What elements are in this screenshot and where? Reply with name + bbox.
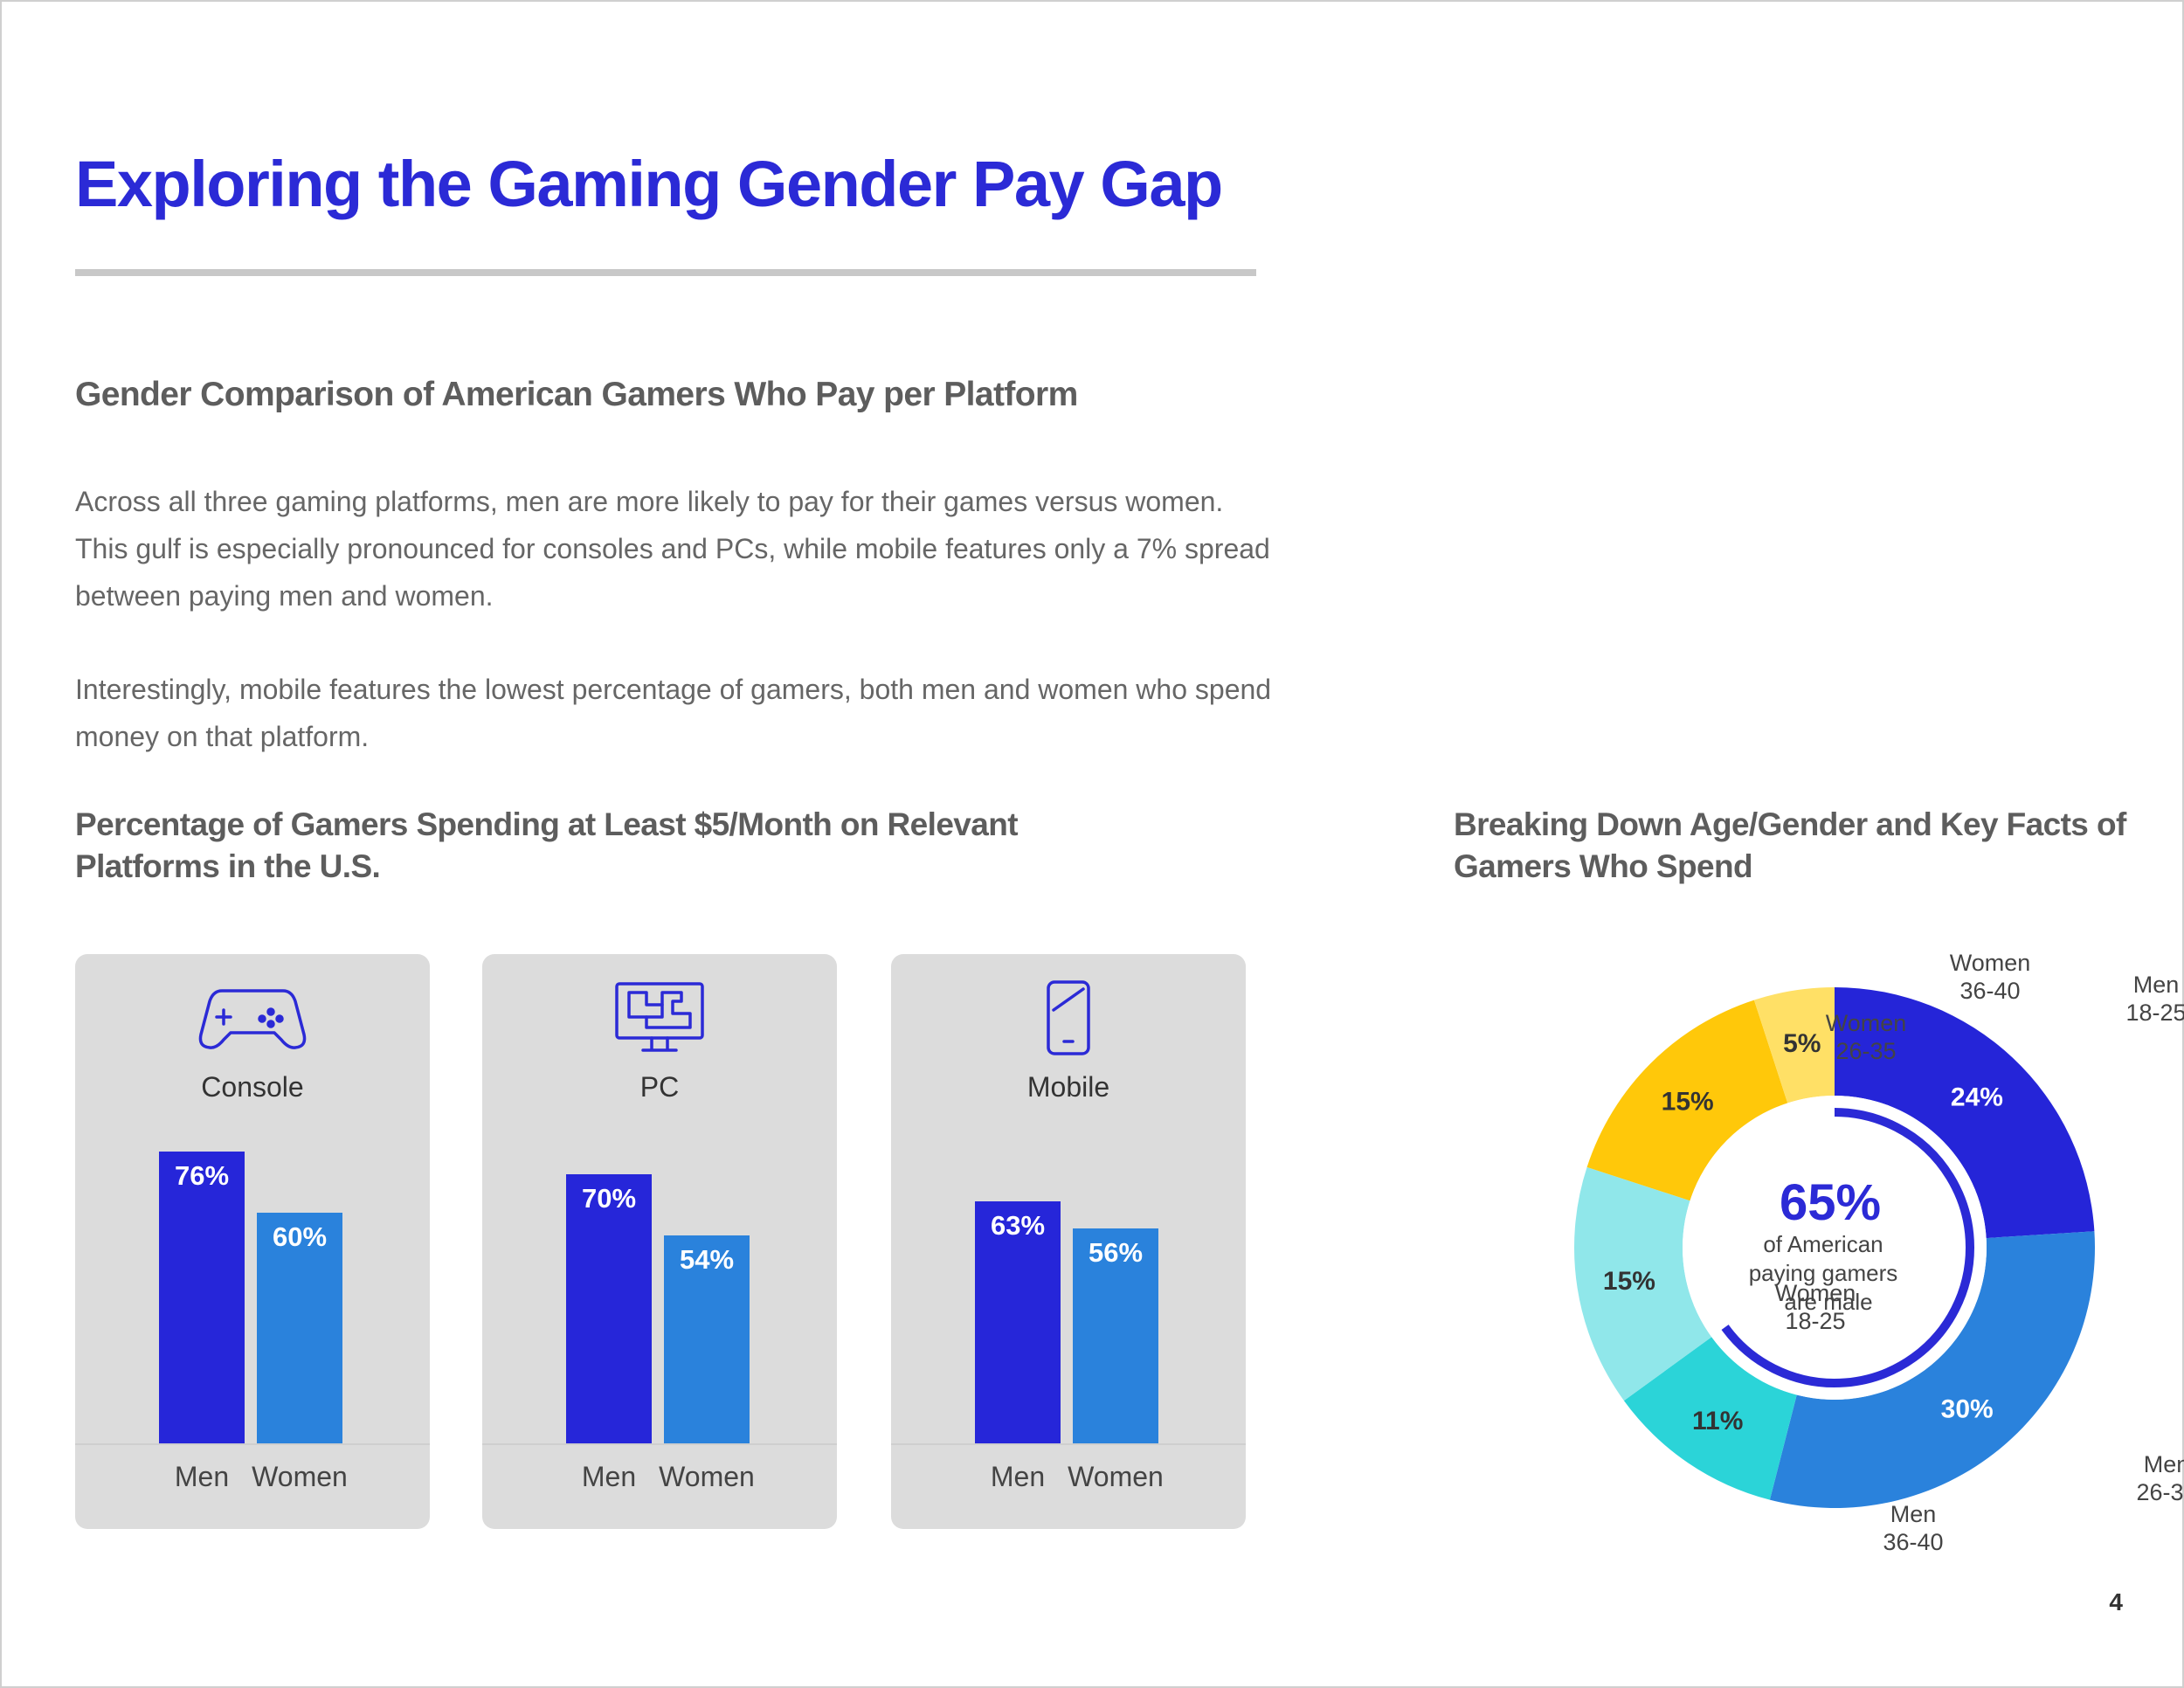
gamepad-icon <box>75 979 430 1066</box>
donut-chart-title: Breaking Down Age/Gender and Key Facts o… <box>1454 806 2126 884</box>
donut-slice-name: 26-35 <box>2136 1479 2184 1505</box>
category-label-men: Men <box>174 1461 230 1492</box>
category-label-women: Women <box>1068 1461 1164 1492</box>
bar-women <box>664 1235 750 1443</box>
baseline <box>482 1443 837 1445</box>
platform-panel-pc: PC 70% 54% Men Women <box>482 954 837 1529</box>
bar-value-women: 56% <box>1088 1236 1144 1268</box>
bar-value-men: 76% <box>174 1159 230 1191</box>
donut-slice-women-18-25 <box>1574 1166 1712 1401</box>
donut-slice-name: 18-25 <box>1785 1308 1845 1334</box>
donut-slice-name: Men <box>2144 1451 2184 1477</box>
donut-chart-svg: 24%30%11%15%15%5% Men18-25Men26-35Men36-… <box>1574 950 2184 1555</box>
donut-slice-name: Men <box>2133 972 2180 998</box>
center-line-2: paying gamers <box>1749 1260 1898 1286</box>
smartphone-icon <box>891 979 1246 1066</box>
platform-label: PC <box>639 1071 680 1103</box>
male-share-arc <box>1721 1108 1974 1387</box>
donut-chart: 24%30%11%15%15%5% Men18-25Men26-35Men36-… <box>1398 900 2184 1581</box>
center-value: 65% <box>1780 1174 1881 1231</box>
section-heading: Gender Comparison of American Gamers Who… <box>75 376 1078 413</box>
donut-slice-men-26-35 <box>1769 1231 2095 1508</box>
donut-value-label: 15% <box>1662 1088 1714 1117</box>
bar-area: 70% 54% <box>482 1129 837 1443</box>
page-number: 4 <box>2109 1588 2123 1615</box>
category-label-women: Women <box>659 1461 755 1492</box>
mobile-paragraph: Interestingly, mobile features the lowes… <box>75 674 1272 752</box>
bar-women <box>1073 1228 1158 1443</box>
baseline <box>75 1443 430 1445</box>
monitor-icon <box>482 979 837 1066</box>
bar-chart-title: Percentage of Gamers Spending at Least $… <box>75 806 1019 884</box>
platform-label: Console <box>201 1071 304 1103</box>
bar-value-men: 70% <box>581 1183 637 1214</box>
donut-slice-women-36-40 <box>1753 987 1835 1103</box>
bar-men <box>975 1200 1061 1443</box>
donut-slice-name: 26-35 <box>1835 1038 1896 1064</box>
bar-men <box>566 1174 652 1443</box>
donut-slice-name: 36-40 <box>1883 1529 1943 1555</box>
bar-area: 63% 56% <box>891 1129 1246 1443</box>
page-title: Exploring the Gaming Gender Pay Gap <box>75 148 1223 220</box>
category-label-men: Men <box>581 1461 637 1492</box>
donut-slice-men-36-40 <box>1623 1337 1797 1500</box>
donut-value-label: 5% <box>1783 1029 1821 1058</box>
donut-value-label: 15% <box>1603 1267 1655 1296</box>
donut-value-label: 11% <box>1692 1407 1743 1435</box>
donut-slice-name: Women <box>1826 1010 1907 1036</box>
bar-value-women: 60% <box>272 1221 328 1252</box>
bar-value-men: 63% <box>990 1209 1046 1241</box>
bar-area: 76% 60% <box>75 1129 430 1443</box>
donut-value-label: 30% <box>1941 1394 1994 1423</box>
donut-slice-name: 18-25 <box>2125 1000 2184 1026</box>
intro-paragraph: Across all three gaming platforms, men a… <box>75 486 1270 612</box>
donut-hole <box>1683 1096 1987 1400</box>
donut-slice-women-26-35 <box>1586 1000 1788 1201</box>
donut-slice-name: 36-40 <box>1959 978 2020 1004</box>
platform-panel-console: Console 76% 60% Men Women <box>75 954 430 1529</box>
category-label-men: Men <box>990 1461 1046 1492</box>
category-label-women: Women <box>252 1461 348 1492</box>
donut-slice-name: Women <box>1950 950 2031 976</box>
bar-women <box>257 1213 342 1443</box>
platform-label: Mobile <box>1026 1071 1110 1103</box>
center-line-3: are male <box>1784 1289 1872 1315</box>
donut-slice-name: Men <box>1890 1501 1937 1527</box>
baseline <box>891 1443 1246 1445</box>
bar-value-women: 54% <box>679 1244 735 1276</box>
center-line-1: of American <box>1763 1231 1883 1257</box>
donut-slice-name: Women <box>1775 1280 1856 1306</box>
bar-men <box>159 1151 245 1443</box>
donut-slice-men-18-25 <box>1835 987 2095 1239</box>
title-divider <box>75 269 1256 276</box>
donut-value-label: 24% <box>1951 1083 2003 1112</box>
platform-panel-mobile: Mobile 63% 56% Men Women <box>891 954 1246 1529</box>
